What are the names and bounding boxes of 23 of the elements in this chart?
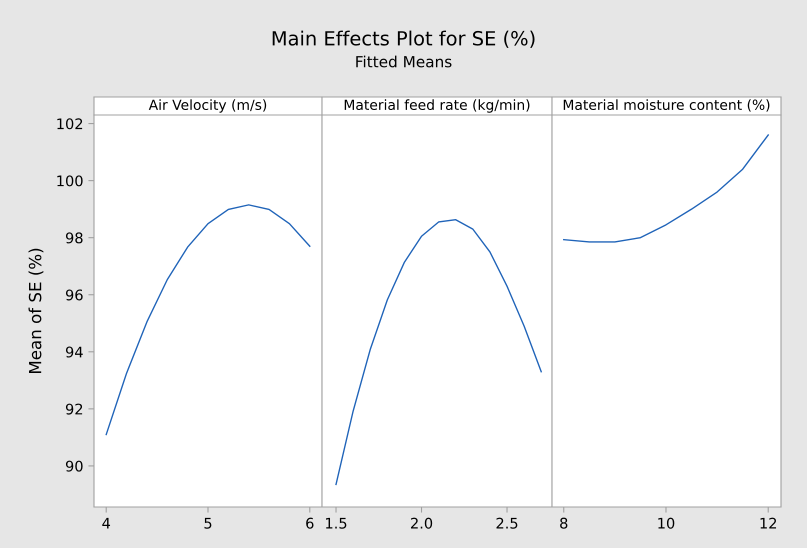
y-tick-label: 94 xyxy=(66,346,83,358)
x-tick-label: 2.0 xyxy=(410,518,432,529)
y-tick-label: 96 xyxy=(66,289,83,300)
x-tick-label: 1.5 xyxy=(326,518,346,529)
line-series xyxy=(106,204,310,436)
x-tick-label: 8 xyxy=(560,518,568,529)
x-axis-title: Material moisture content (%) xyxy=(564,99,770,112)
y-tick-label: 100 xyxy=(57,175,83,186)
y-tick-label: 102 xyxy=(57,118,82,130)
chart-subtitle: Fitted Means xyxy=(356,56,452,68)
chart-title: Main Effects Plot for SE (%) xyxy=(272,30,535,48)
y-tick-label: 92 xyxy=(66,404,82,415)
y-tick-label: 90 xyxy=(66,460,83,472)
x-axis-title: Material feed rate (kg/min) xyxy=(344,99,530,113)
x-tick-label: 6 xyxy=(306,518,314,529)
x-tick-label: 5 xyxy=(204,518,212,529)
x-tick-label: 4 xyxy=(102,518,110,528)
x-axis-title: Air Velocity (m/s) xyxy=(148,99,266,113)
y-axis-title: Mean of SE (%) xyxy=(28,248,44,374)
x-tick-label: 10 xyxy=(658,518,674,529)
x-tick-label: 2.5 xyxy=(496,518,518,529)
y-tick-label: 98 xyxy=(66,232,83,244)
x-tick-label: 12 xyxy=(760,518,776,528)
